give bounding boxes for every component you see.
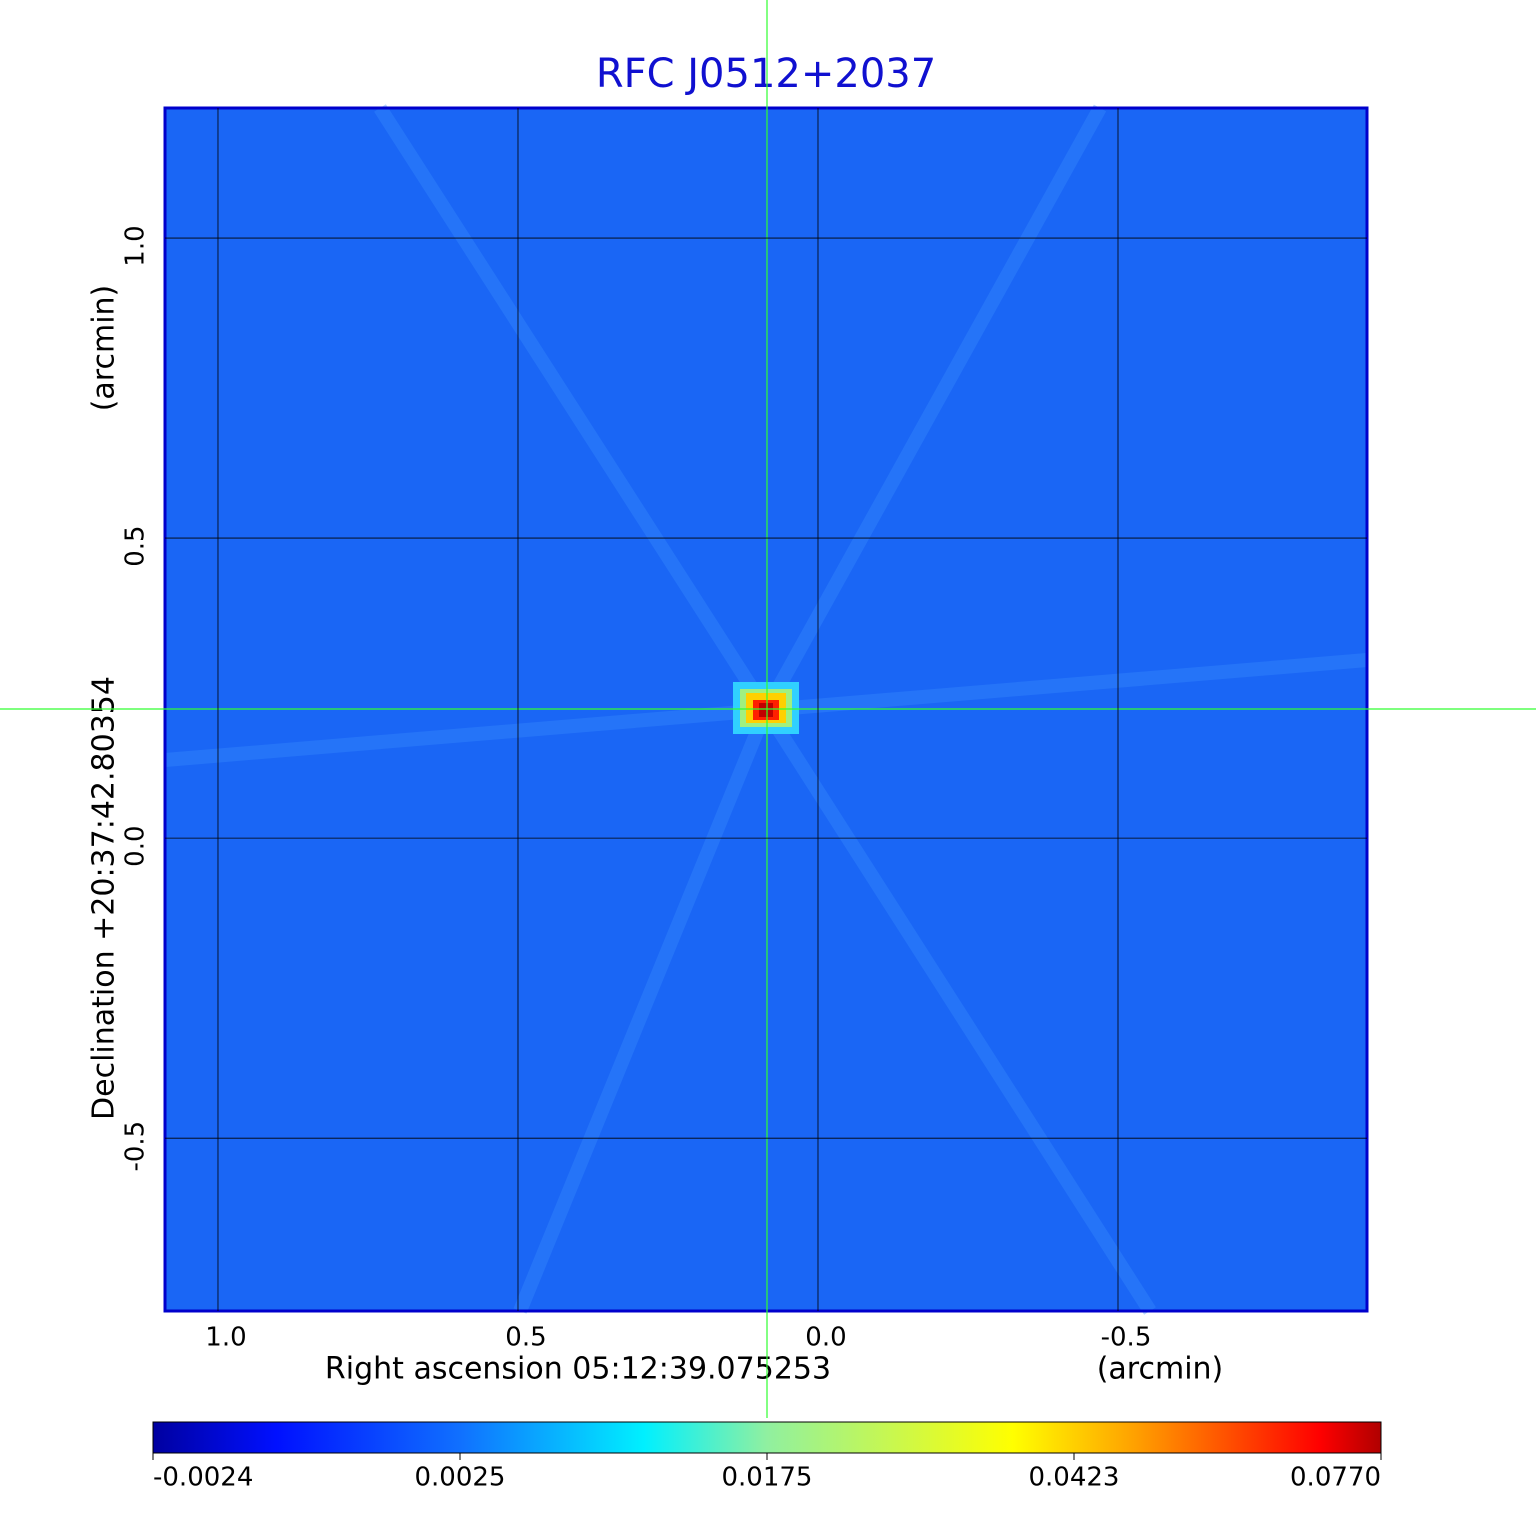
y-tick-label: -0.5 bbox=[121, 1121, 151, 1172]
source bbox=[733, 682, 799, 734]
colorbar-tick-label: 0.0423 bbox=[1029, 1463, 1120, 1493]
x-tick-label: 1.0 bbox=[205, 1323, 246, 1353]
x-tick-label: 0.5 bbox=[505, 1323, 546, 1353]
colorbar-tick-label: -0.0024 bbox=[153, 1463, 253, 1493]
colorbar-tick-label: 0.0025 bbox=[415, 1463, 506, 1493]
x-axis-unit: (arcmin) bbox=[1097, 1352, 1224, 1387]
y-tick-label: 1.0 bbox=[121, 225, 151, 266]
colorbar-tick-label: 0.0770 bbox=[1290, 1463, 1381, 1493]
y-axis-unit: (arcmin) bbox=[87, 285, 122, 412]
chart-title: RFC J0512+2037 bbox=[596, 51, 936, 97]
y-tick-label: 0.5 bbox=[121, 525, 151, 566]
y-axis-label: Declination +20:37:42.80354 bbox=[87, 676, 122, 1120]
sidelobes bbox=[164, 104, 1368, 1315]
x-tick-label: 0.0 bbox=[805, 1323, 846, 1353]
colorbar-tick-label: 0.0175 bbox=[722, 1463, 813, 1493]
x-tick-label: -0.5 bbox=[1101, 1323, 1152, 1353]
y-tick-label: 0.0 bbox=[121, 825, 151, 866]
colorbar bbox=[152, 1421, 1382, 1454]
x-axis-label: Right ascension 05:12:39.075253 bbox=[325, 1352, 831, 1387]
